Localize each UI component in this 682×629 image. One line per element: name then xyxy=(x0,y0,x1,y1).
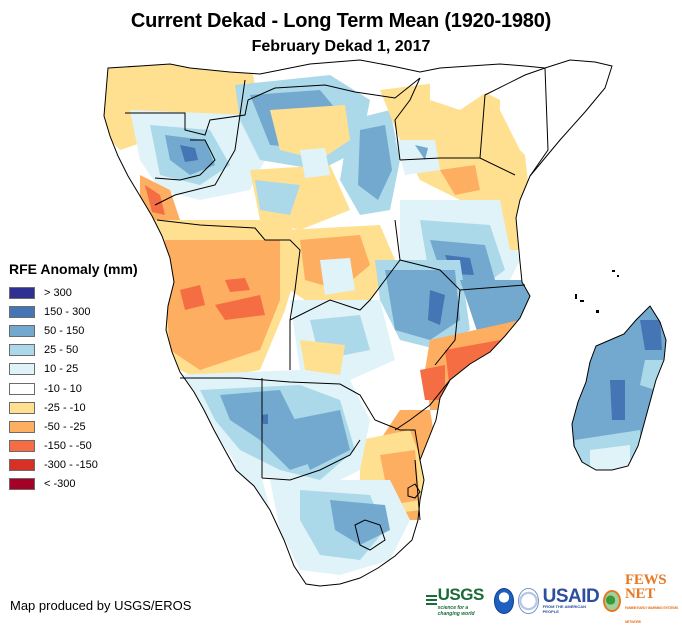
usgs-logo: USGS science for a changing world xyxy=(426,585,490,617)
legend-item: -150 - -50 xyxy=(9,437,138,456)
legend-label: < -300 xyxy=(44,478,76,491)
legend-label: -150 - -50 xyxy=(44,440,92,453)
legend-item: -10 - 10 xyxy=(9,379,138,398)
legend-swatch xyxy=(9,286,35,299)
legend-label: -25 - -10 xyxy=(44,401,86,414)
legend-item: -50 - -25 xyxy=(9,417,138,436)
usaid-logo-text: USAID xyxy=(542,585,600,607)
partner-logos: USGS science for a changing world USAID … xyxy=(426,573,682,624)
legend-label: 10 - 25 xyxy=(44,363,79,376)
legend-item: 150 - 300 xyxy=(9,302,138,321)
legend-item: -25 - -10 xyxy=(9,398,138,417)
fews-globe-icon xyxy=(603,590,621,612)
islands xyxy=(575,270,619,313)
country-borders xyxy=(125,67,549,551)
legend-item: < -300 xyxy=(9,475,138,494)
legend-label: 150 - 300 xyxy=(44,305,91,318)
legend-swatch xyxy=(9,305,35,318)
legend-label: 50 - 150 xyxy=(44,324,85,337)
fewsnet-tagline: FAMINE EARLY WARNING SYSTEMS NETWORK xyxy=(625,606,678,624)
legend-swatch xyxy=(9,324,35,337)
legend-swatch xyxy=(9,401,35,414)
legend-swatch xyxy=(9,440,35,453)
legend-swatch xyxy=(9,363,35,376)
legend-items: > 300 150 - 300 50 - 150 25 - 50 10 - 25 -10 … xyxy=(9,283,138,494)
legend-swatch xyxy=(9,382,35,395)
usaid-logo: USAID FROM THE AMERICAN PEOPLE xyxy=(542,585,600,614)
usgs-waves-icon xyxy=(426,595,437,607)
usaid-seal-icon xyxy=(518,588,539,614)
usaid-tagline: FROM THE AMERICAN PEOPLE xyxy=(542,603,587,614)
legend-swatch xyxy=(9,420,35,433)
usgs-logo-text: USGS xyxy=(437,585,485,604)
map-title: Current Dekad - Long Term Mean (1920-198… xyxy=(130,10,552,32)
legend-item: 50 - 150 xyxy=(9,321,138,340)
fewsnet-logo-text: FEWS NET xyxy=(625,572,667,602)
legend-label: > 300 xyxy=(44,286,72,299)
legend-swatch xyxy=(9,478,35,491)
noaa-logo-icon xyxy=(494,588,515,614)
legend-title: RFE Anomaly (mm) xyxy=(9,261,138,277)
legend-item: > 300 xyxy=(9,283,138,302)
legend-item: 10 - 25 xyxy=(9,360,138,379)
legend-label: 25 - 50 xyxy=(44,344,79,357)
map-credit: Map produced by USGS/EROS xyxy=(10,598,192,613)
legend-swatch xyxy=(9,344,35,357)
legend: RFE Anomaly (mm) > 300 150 - 300 50 - 150 2… xyxy=(9,261,138,494)
usgs-tagline: science for a changing world xyxy=(437,605,475,617)
legend-label: -300 - -150 xyxy=(44,459,98,472)
fewsnet-logo: FEWS NET FAMINE EARLY WARNING SYSTEMS NE… xyxy=(625,573,682,629)
legend-label: -50 - -25 xyxy=(44,420,86,433)
legend-item: -300 - -150 xyxy=(9,456,138,475)
legend-swatch xyxy=(9,459,35,472)
legend-item: 25 - 50 xyxy=(9,341,138,360)
map-subtitle: February Dekad 1, 2017 xyxy=(251,38,431,55)
legend-label: -10 - 10 xyxy=(44,382,82,395)
